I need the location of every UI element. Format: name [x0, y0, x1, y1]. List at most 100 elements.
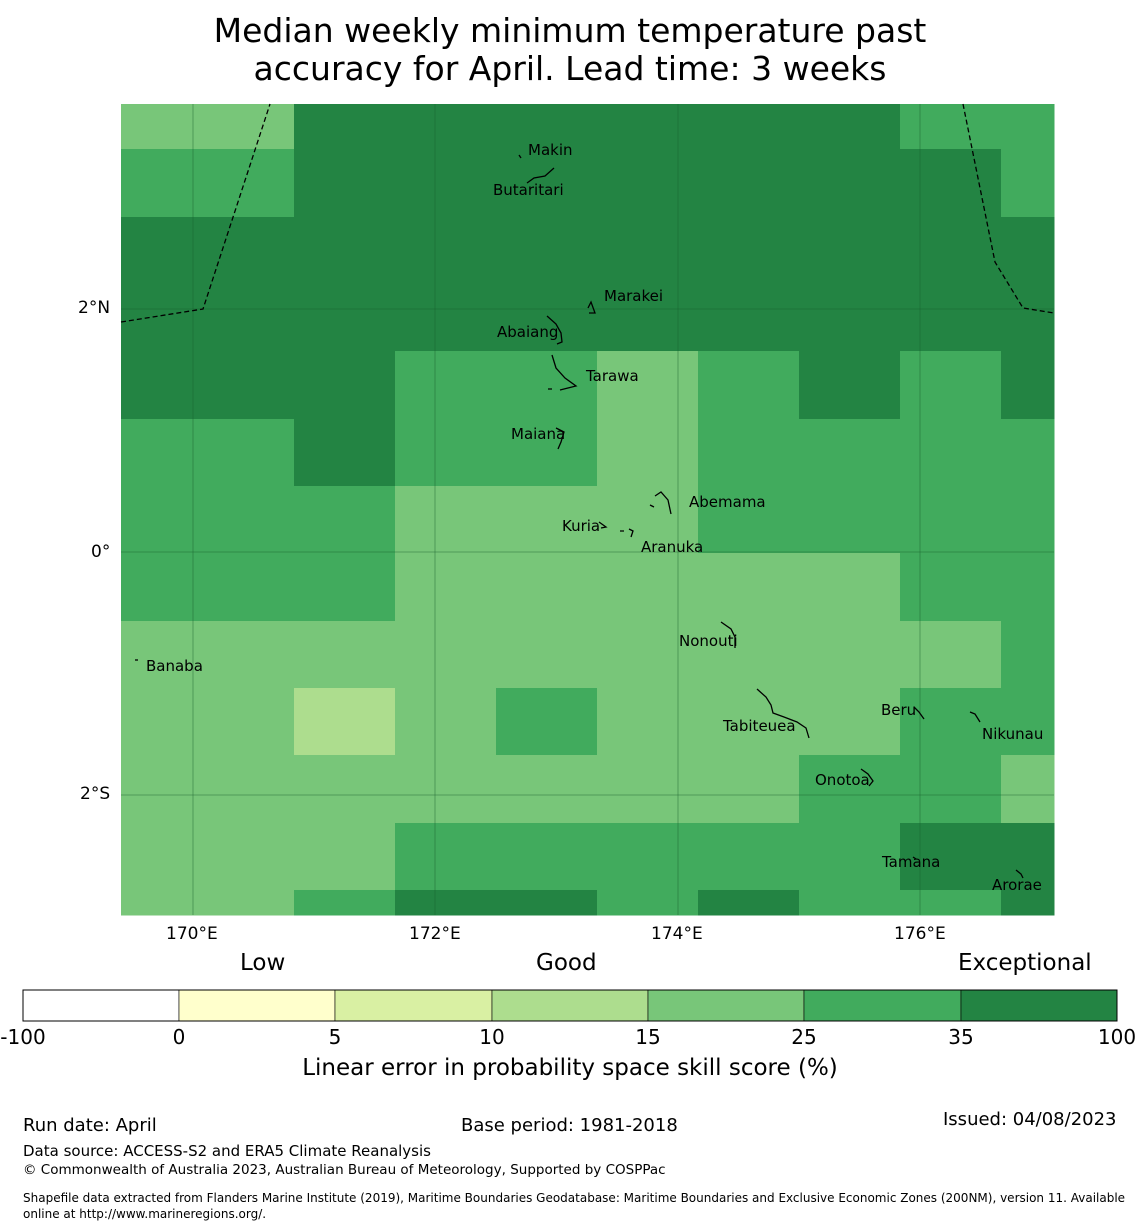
grid-cell — [900, 553, 1002, 622]
grid-cell — [496, 553, 598, 622]
grid-cell — [294, 104, 396, 150]
grid-cell — [395, 823, 497, 891]
island-label-arorae: Arorae — [992, 876, 1042, 894]
island-shape-abemama — [649, 491, 672, 515]
island-label-nonouti: Nonouti — [679, 632, 738, 650]
grid-cell — [698, 486, 800, 554]
island-shape-nonouti — [720, 621, 736, 648]
island-shape-aranuka — [620, 528, 634, 538]
grid-cell — [496, 104, 598, 150]
grid-cell — [395, 621, 497, 689]
lat-tick-2n: 2°N — [78, 298, 111, 318]
grid-cell — [597, 351, 699, 420]
grid-cell — [799, 217, 901, 285]
colorbar-category-exceptional: Exceptional — [958, 950, 1092, 976]
grid-cell — [121, 104, 194, 150]
grid-cell — [395, 217, 497, 285]
grid-cell — [1001, 149, 1055, 218]
grid-cell — [193, 217, 295, 285]
grid-cell — [900, 351, 1002, 420]
colorbar-frame — [22, 989, 1118, 1022]
grid-cell — [193, 621, 295, 689]
grid-cell — [193, 688, 295, 756]
island-label-makin: Makin — [528, 141, 573, 159]
island-shape-maiana — [555, 427, 565, 450]
grid-cell — [294, 284, 396, 352]
grid-cell — [1001, 284, 1055, 352]
grid-cell — [698, 688, 800, 756]
island-label-abemama: Abemama — [689, 493, 766, 511]
colorbar-segment — [178, 989, 336, 1022]
island-label-beru: Beru — [881, 701, 916, 719]
colorbar-segment — [22, 989, 180, 1022]
grid-cell — [193, 149, 295, 218]
grid-cell — [698, 890, 800, 916]
grid-cell — [1001, 419, 1055, 487]
grid-cell — [496, 486, 598, 554]
grid-cell — [395, 419, 497, 487]
island-label-nikunau: Nikunau — [982, 725, 1043, 743]
island-shape-abaiang — [546, 315, 563, 345]
lon-tick-170e: 170°E — [166, 924, 218, 944]
island-label-marakei: Marakei — [604, 287, 663, 305]
island-shape-arorae — [1015, 869, 1024, 879]
island-label-maiana: Maiana — [511, 425, 565, 443]
island-shape-kuria — [598, 521, 608, 529]
grid-cell — [121, 486, 194, 554]
grid-cell — [900, 217, 1002, 285]
colorbar-tick-minus100: -100 — [0, 1025, 46, 1049]
grid-cell — [294, 486, 396, 554]
grid-cell — [193, 553, 295, 622]
grid-cell — [121, 621, 194, 689]
island-shape-tabiteuea — [756, 688, 810, 739]
grid-cell — [193, 284, 295, 352]
grid-cell — [698, 823, 800, 891]
grid-cell — [900, 890, 1002, 916]
colorbar-tick-10: 10 — [479, 1025, 505, 1049]
grid-cell — [900, 486, 1002, 554]
colorbar-tick-0: 0 — [172, 1025, 186, 1049]
grid-cell — [193, 419, 295, 487]
grid-cell — [597, 149, 699, 218]
grid-cell — [294, 755, 396, 824]
grid-cell — [496, 351, 598, 420]
grid-cell — [193, 755, 295, 824]
grid-cell — [597, 823, 699, 891]
grid-cell — [900, 419, 1002, 487]
grid-cell — [799, 621, 901, 689]
grid-cell — [121, 688, 194, 756]
lat-tick-0: 0° — [91, 542, 111, 562]
grid-cell — [121, 823, 194, 891]
grid-cell — [900, 755, 1002, 824]
eez-boundary-west — [120, 103, 271, 323]
grid-cell — [698, 104, 800, 150]
shapefile-credit-line-2: online at http://www.marineregions.org/. — [23, 1207, 267, 1221]
map-title-line-1: Median weekly minimum temperature past — [213, 11, 927, 50]
grid-cell — [1001, 351, 1055, 420]
grid-cell — [597, 621, 699, 689]
island-label-abaiang: Abaiang — [497, 323, 558, 341]
island-shape-tamana — [912, 856, 917, 860]
grid-cell — [597, 419, 699, 487]
lat-tick-2s: 2°S — [80, 784, 111, 804]
colorbar-category-low: Low — [240, 950, 286, 976]
run-date: Run date: April — [23, 1115, 157, 1136]
grid-cell — [698, 149, 800, 218]
grid-cell — [1001, 217, 1055, 285]
grid-cell — [496, 890, 598, 916]
grid-cell — [799, 823, 901, 891]
island-label-tarawa: Tarawa — [585, 367, 639, 385]
grid-cell — [597, 553, 699, 622]
grid-cell — [294, 688, 396, 756]
island-shape-beru — [913, 706, 925, 720]
data-source: Data source: ACCESS-S2 and ERA5 Climate … — [23, 1142, 431, 1160]
shapefile-credit-line-1: Shapefile data extracted from Flanders M… — [23, 1191, 1126, 1205]
grid-cell — [121, 419, 194, 487]
grid-cell — [597, 284, 699, 352]
colorbar-tick-100: 100 — [1097, 1025, 1137, 1049]
grid-cell — [1001, 486, 1055, 554]
grid-cell — [395, 755, 497, 824]
island-label-kuria: Kuria — [562, 517, 600, 535]
island-shape-makin — [518, 154, 522, 159]
